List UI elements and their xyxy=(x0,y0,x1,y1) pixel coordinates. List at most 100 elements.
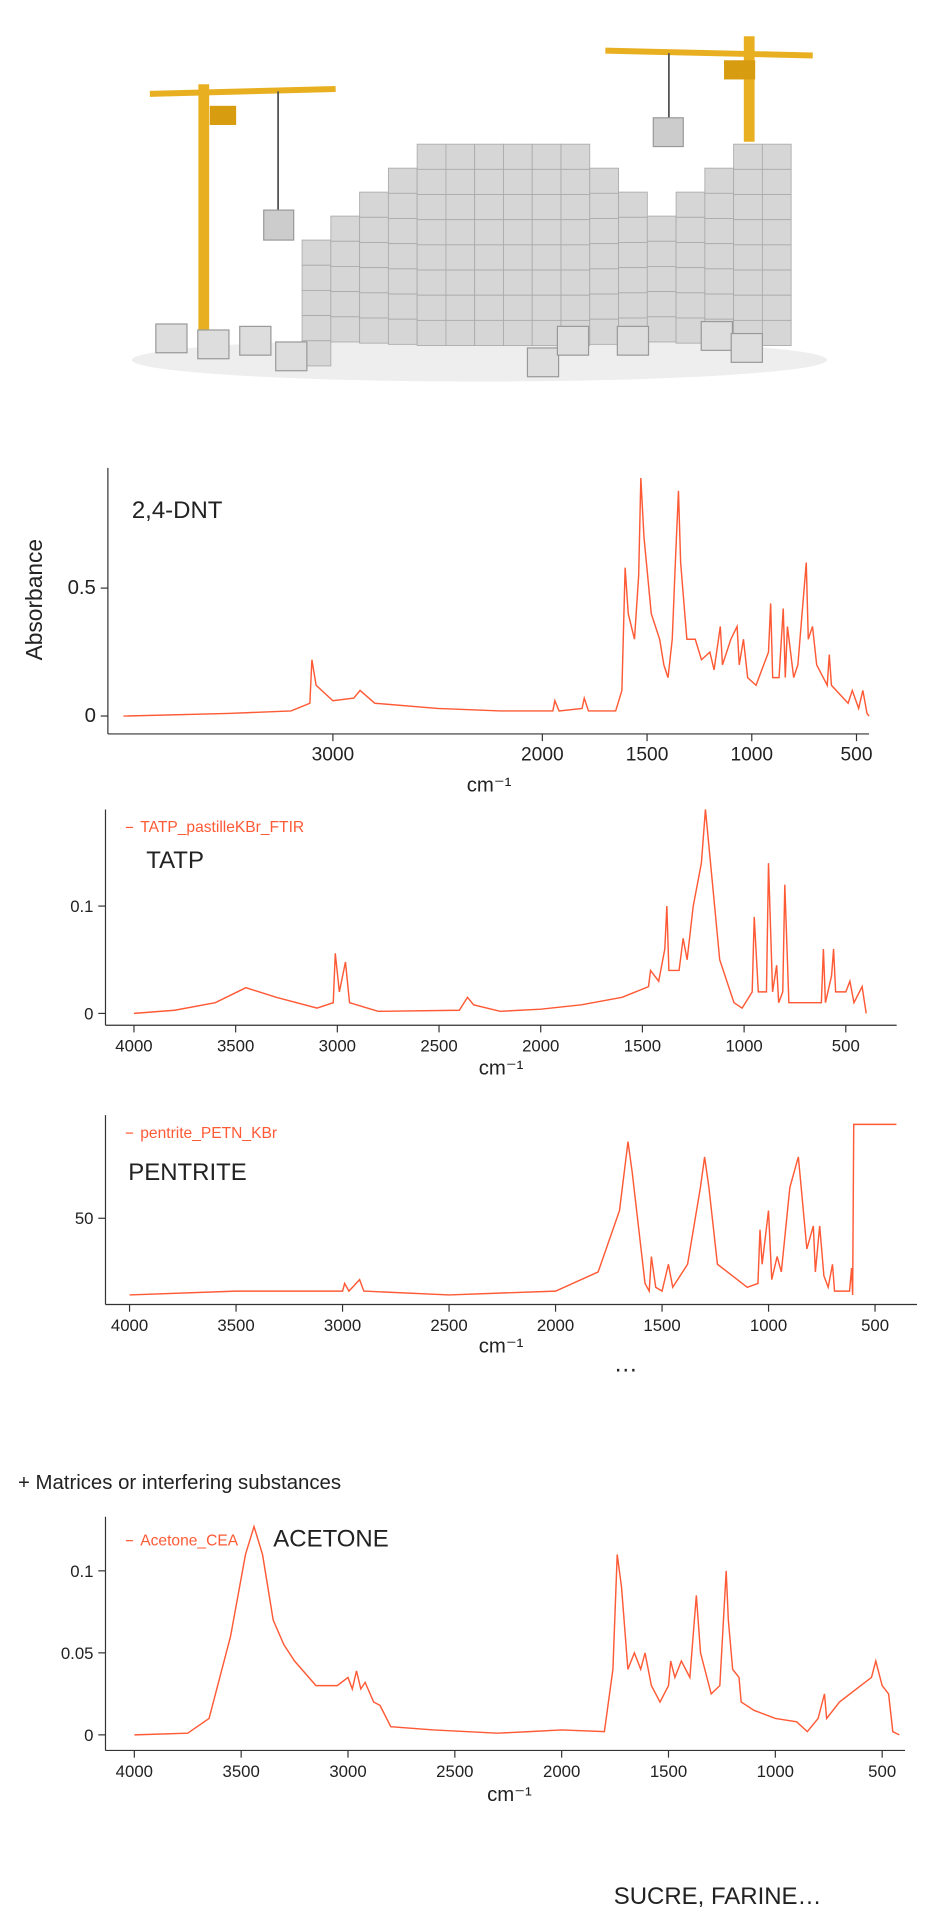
wall-block xyxy=(445,244,476,271)
wall-block xyxy=(646,215,677,242)
wall-block xyxy=(416,269,447,296)
wall-block xyxy=(359,191,389,218)
wall-block xyxy=(503,168,533,195)
wall-block xyxy=(503,143,533,170)
y-tick-label: 0.05 xyxy=(61,1644,94,1663)
wall-block xyxy=(675,216,706,243)
wall-block xyxy=(387,318,418,345)
x-axis-label: cm⁻¹ xyxy=(487,1784,532,1806)
x-tick-label: 1000 xyxy=(725,1037,762,1056)
crane-cab xyxy=(724,60,756,80)
wall-block xyxy=(503,319,533,346)
wall-block xyxy=(445,168,476,195)
wall-block xyxy=(416,294,447,321)
wall-block xyxy=(474,194,504,221)
wall-block xyxy=(474,244,504,271)
wall-block xyxy=(761,143,792,170)
wall-block xyxy=(359,267,389,294)
x-axis-label: cm⁻¹ xyxy=(479,1057,524,1079)
wall-block xyxy=(416,168,447,195)
y-tick-label: 0.5 xyxy=(68,577,96,599)
spectrum-line xyxy=(129,1123,897,1296)
wall-block xyxy=(733,269,763,296)
wall-block xyxy=(761,219,792,246)
annotation: PENTRITE xyxy=(128,1159,247,1186)
wall-block xyxy=(646,316,677,343)
wall-block xyxy=(560,194,591,221)
wall-block xyxy=(330,215,361,242)
x-tick-label: 500 xyxy=(832,1037,860,1056)
block xyxy=(263,209,295,241)
ellipsis: … xyxy=(614,1351,638,1378)
wall-block xyxy=(416,143,447,170)
wall-block xyxy=(359,216,389,243)
wall-block xyxy=(416,319,447,346)
wall-block xyxy=(445,194,476,221)
wall-block xyxy=(474,269,504,296)
annotation: 2,4-DNT xyxy=(132,497,223,524)
x-tick-label: 500 xyxy=(868,1762,896,1781)
wall-block xyxy=(359,242,389,269)
wall-block xyxy=(445,319,476,346)
wall-block xyxy=(675,191,706,218)
x-tick-label: 4000 xyxy=(115,1037,152,1056)
wall-block xyxy=(589,167,619,194)
block xyxy=(652,117,684,148)
x-tick-label: 3000 xyxy=(329,1762,366,1781)
wall-block xyxy=(704,167,735,194)
annotation: ACETONE xyxy=(273,1526,388,1553)
caption: + Matrices or interfering substances xyxy=(18,1472,341,1494)
chart: 0 0.05 0.1 4000 3500 3000 2500 2000 1500 1000 500 c… xyxy=(61,1516,906,1806)
x-tick-label: 1500 xyxy=(624,1037,661,1056)
wall-block xyxy=(761,168,792,195)
x-tick-label: 2500 xyxy=(430,1316,467,1335)
chart: 50 4000 3500 3000 2500 2000 1500 1000 500 cm⁻¹ PEN… xyxy=(75,1115,918,1357)
wall-block xyxy=(474,219,504,246)
wall-block xyxy=(704,293,735,320)
wall-block xyxy=(618,216,648,243)
wall-block xyxy=(618,191,648,218)
wall-block xyxy=(589,318,619,345)
x-tick-label: 4000 xyxy=(111,1316,148,1335)
wall-block xyxy=(675,317,706,344)
wall-block xyxy=(503,194,533,221)
x-tick-label: 2000 xyxy=(522,1037,559,1056)
wall-block xyxy=(589,192,619,219)
x-tick-label: 1000 xyxy=(730,744,773,765)
y-tick-label: 0.1 xyxy=(70,1562,93,1581)
x-tick-label: 1000 xyxy=(750,1316,787,1335)
wall-block xyxy=(531,269,562,296)
x-tick-label: 2500 xyxy=(436,1762,473,1781)
wall-block xyxy=(330,240,361,267)
spectrum-line xyxy=(123,477,870,717)
x-tick-label: 1000 xyxy=(757,1762,794,1781)
wall-block xyxy=(761,269,792,296)
wall-block xyxy=(531,143,562,170)
wall-block xyxy=(445,294,476,321)
wall-block xyxy=(531,219,562,246)
x-tick-label: 1500 xyxy=(626,744,669,765)
wall-block xyxy=(387,293,418,320)
wall-block xyxy=(646,266,677,293)
legend-label: pentrite_PETN_KBr xyxy=(140,1125,277,1142)
wall-block xyxy=(301,289,332,317)
wall-block xyxy=(416,194,447,221)
wall-block xyxy=(301,264,332,291)
wall-block xyxy=(618,292,648,319)
wall-block xyxy=(618,242,648,269)
wall-block xyxy=(359,317,389,344)
y-tick-label: 50 xyxy=(75,1209,94,1228)
wall-block xyxy=(301,315,332,342)
wall-block xyxy=(733,168,763,195)
wall-block xyxy=(589,243,619,270)
crane-jib xyxy=(605,47,813,59)
construction-illustration xyxy=(131,36,828,382)
wall-block xyxy=(646,291,677,318)
spectrum-line xyxy=(133,809,867,1015)
wall-block xyxy=(531,168,562,195)
wall-block xyxy=(416,219,447,246)
wall-block xyxy=(733,143,763,170)
block xyxy=(616,325,650,356)
